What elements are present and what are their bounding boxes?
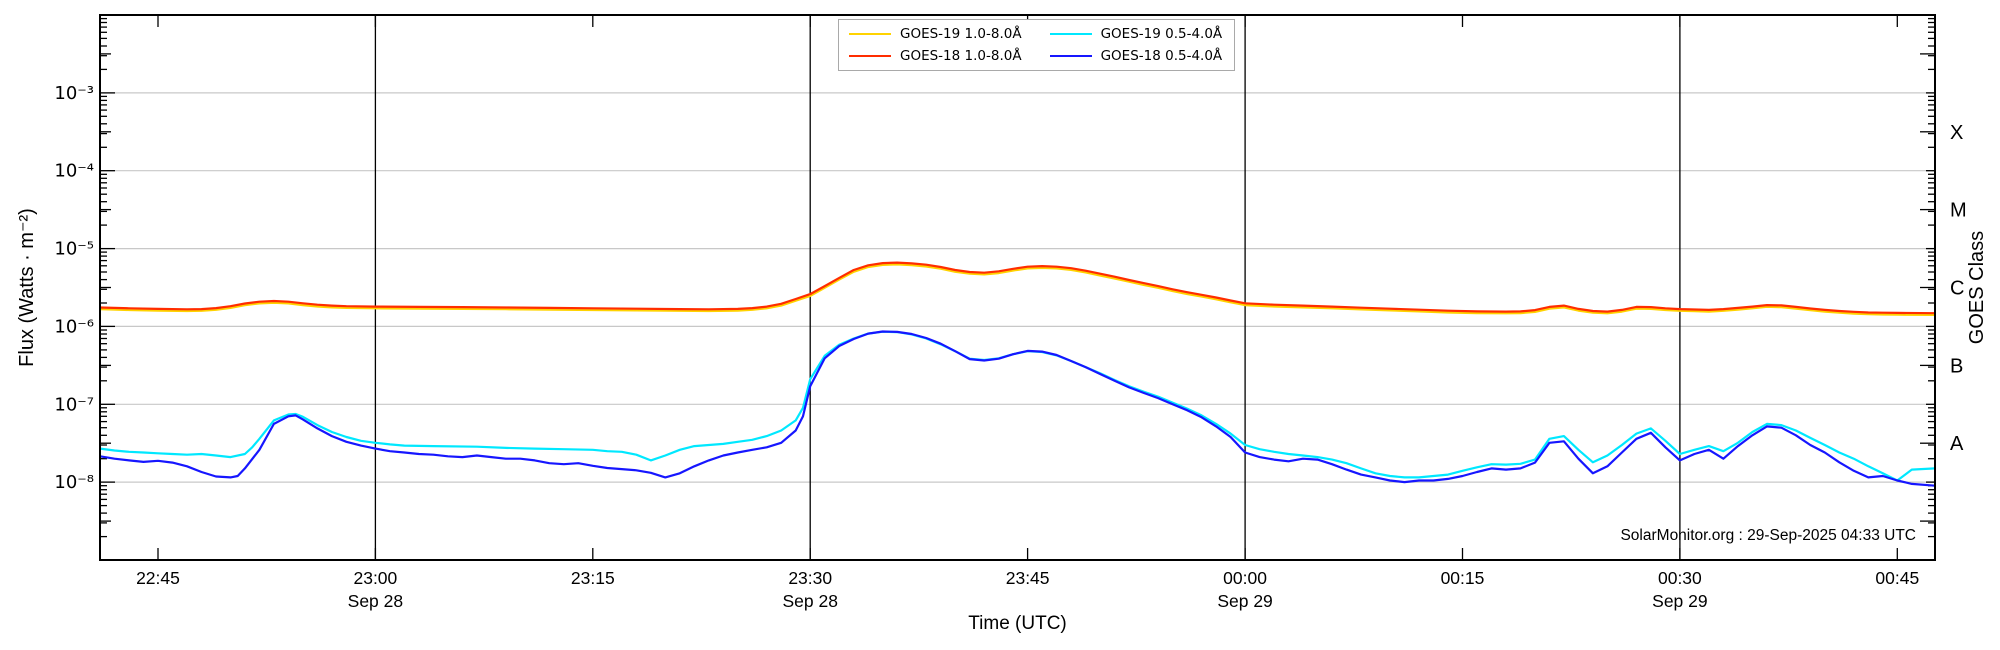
- legend-line-sample: [849, 55, 891, 57]
- legend-column: GOES-19 0.5-4.0Å GOES-18 0.5-4.0Å: [1049, 25, 1223, 65]
- legend-item: GOES-19 0.5-4.0Å: [1049, 25, 1223, 43]
- series-line-2: [100, 261, 1935, 315]
- legend-label: GOES-19 0.5-4.0Å: [1100, 26, 1223, 42]
- x-tick-date-label: Sep 28: [348, 591, 403, 611]
- legend: GOES-19 1.0-8.0Å GOES-18 1.0-8.0Å GOES-19 …: [838, 19, 1236, 71]
- legend-label: GOES-19 1.0-8.0Å: [900, 26, 1022, 42]
- series-line-1: [100, 263, 1935, 316]
- series-line-4: [100, 330, 1935, 487]
- x-tick-label: 00:45: [1875, 568, 1919, 588]
- goes-class-label: B: [1950, 355, 1963, 377]
- x-tick-label: 23:00: [353, 568, 397, 588]
- x-tick-label: 23:15: [571, 568, 615, 588]
- legend-label: GOES-18 1.0-8.0Å: [900, 48, 1022, 64]
- y-tick-label: 10⁻⁵: [54, 239, 94, 260]
- y-tick-label: 10⁻⁷: [54, 394, 94, 415]
- x-tick-date-label: Sep 29: [1652, 591, 1707, 611]
- goes-class-label: A: [1950, 433, 1964, 455]
- axis-ticks: [100, 14, 1935, 561]
- y-tick-label: 10⁻⁸: [54, 472, 94, 493]
- y-tick-label: 10⁻⁴: [54, 161, 94, 182]
- x-tick-date-label: Sep 29: [1217, 591, 1272, 611]
- legend-item: GOES-18 1.0-8.0Å: [849, 47, 1022, 65]
- x-tick-label: 22:45: [136, 568, 180, 588]
- x-axis-title: Time (UTC): [968, 613, 1067, 634]
- y-axis-title: Flux (Watts · m⁻²): [16, 208, 38, 367]
- right-axis-title: GOES Class: [1966, 230, 1988, 345]
- goes-class-label: M: [1950, 200, 1967, 222]
- goes-class-label: X: [1950, 122, 1963, 144]
- legend-item: GOES-18 0.5-4.0Å: [1049, 47, 1223, 65]
- legend-line-sample: [849, 33, 891, 35]
- x-tick-label: 23:30: [788, 568, 832, 588]
- legend-column: GOES-19 1.0-8.0Å GOES-18 1.0-8.0Å: [849, 25, 1022, 65]
- y-tick-label: 10⁻⁶: [54, 316, 94, 337]
- y-tick-label: 10⁻³: [54, 83, 94, 104]
- x-tick-label: 00:30: [1658, 568, 1702, 588]
- legend-item: GOES-19 1.0-8.0Å: [849, 25, 1022, 43]
- x-tick-label: 23:45: [1006, 568, 1050, 588]
- x-tick-label: 00:15: [1441, 568, 1485, 588]
- legend-label: GOES-18 0.5-4.0Å: [1100, 48, 1223, 64]
- legend-line-sample: [1049, 33, 1092, 35]
- x-tick-date-label: Sep 28: [782, 591, 837, 611]
- watermark-text: SolarMonitor.org : 29-Sep-2025 04:33 UTC: [1620, 527, 1916, 544]
- legend-line-sample: [1049, 55, 1092, 57]
- x-tick-label: 00:00: [1223, 568, 1267, 588]
- plot-border: [99, 14, 1936, 561]
- goes-class-label: C: [1950, 278, 1964, 300]
